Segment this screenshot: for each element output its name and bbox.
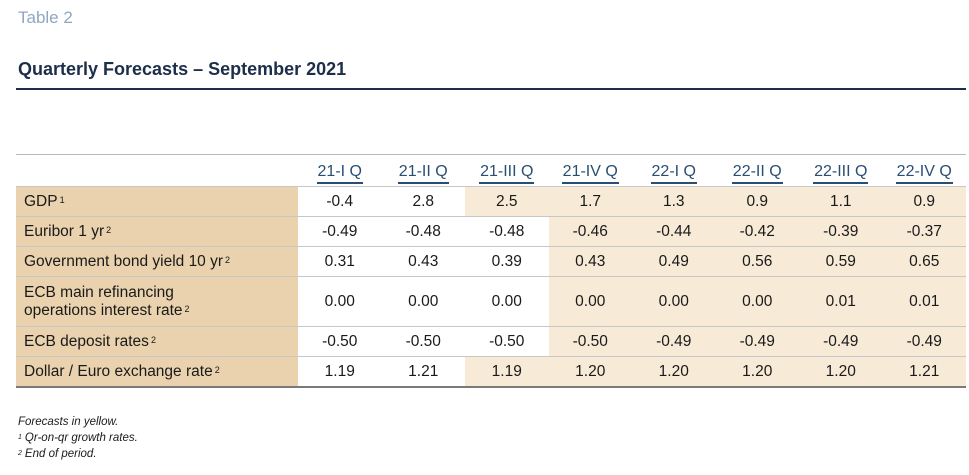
table-cell: 0.9 (882, 187, 966, 216)
table-cell: 0.59 (799, 247, 883, 276)
table-cell: 1.20 (632, 357, 716, 386)
footnote-2: 2 End of period. (18, 448, 97, 460)
table-cell: -0.49 (882, 327, 966, 356)
table-cell: 1.19 (465, 357, 549, 386)
table-row: ECB deposit rates 2 -0.50 -0.50 -0.50 -0.… (16, 327, 966, 357)
table-cell: -0.39 (799, 217, 883, 246)
table-cell: 0.56 (715, 247, 799, 276)
header-blank (16, 155, 298, 186)
table-cell: 1.3 (632, 187, 716, 216)
table-cell: -0.46 (548, 217, 632, 246)
table-row: ECB main refinancing operations interest… (16, 277, 966, 327)
table-cell: 0.00 (548, 277, 632, 326)
table-cell: 0.01 (882, 277, 966, 326)
table-cell: 1.21 (381, 357, 465, 386)
footnote-forecasts: Forecasts in yellow. (18, 416, 119, 428)
table-cell: 1.19 (298, 357, 382, 386)
table-cell: 0.01 (799, 277, 883, 326)
column-header: 21-I Q (298, 155, 382, 186)
table-cell: -0.50 (465, 327, 549, 356)
table-cell: 1.20 (715, 357, 799, 386)
table-label: Table 2 (18, 8, 73, 27)
table-cell: 0.00 (715, 277, 799, 326)
column-header: 22-III Q (799, 155, 883, 186)
table-cell: 1.1 (799, 187, 883, 216)
table-cell: -0.44 (632, 217, 716, 246)
forecast-table: 21-I Q 21-II Q 21-III Q 21-IV Q 22-I Q 2… (16, 154, 966, 388)
table-cell: 0.49 (632, 247, 716, 276)
table-cell: 1.21 (882, 357, 966, 386)
table-row: Dollar / Euro exchange rate 2 1.19 1.21 1… (16, 357, 966, 388)
table-header-row: 21-I Q 21-II Q 21-III Q 21-IV Q 22-I Q 2… (16, 155, 966, 187)
table-cell: -0.50 (298, 327, 382, 356)
table-footnotes: Forecasts in yellow. 1 Qr-on-qr growth ra… (18, 414, 138, 462)
table-cell: -0.42 (715, 217, 799, 246)
footnote-1: 1 Qr-on-qr growth rates. (18, 432, 138, 444)
column-header: 22-II Q (715, 155, 799, 186)
column-header: 21-III Q (465, 155, 549, 186)
table-cell: -0.49 (715, 327, 799, 356)
table-cell: -0.48 (381, 217, 465, 246)
row-label: Government bond yield 10 yr 2 (16, 247, 298, 276)
table-title: Quarterly Forecasts – September 2021 (18, 59, 347, 79)
table-cell: -0.50 (548, 327, 632, 356)
table-cell: 1.20 (548, 357, 632, 386)
table-cell: -0.49 (799, 327, 883, 356)
column-header: 21-IV Q (548, 155, 632, 186)
table-cell: -0.49 (298, 217, 382, 246)
table-cell: -0.48 (465, 217, 549, 246)
table-row: GDP 1 -0.4 2.8 2.5 1.7 1.3 0.9 1.1 0.9 (16, 187, 966, 217)
table-top-rule (16, 154, 966, 155)
column-header: 21-II Q (381, 155, 465, 186)
table-cell: -0.37 (882, 217, 966, 246)
table-row: Government bond yield 10 yr 2 0.31 0.43 0… (16, 247, 966, 277)
table-cell: 0.65 (882, 247, 966, 276)
column-header: 22-IV Q (882, 155, 966, 186)
table-cell: 0.9 (715, 187, 799, 216)
table-cell: 1.20 (799, 357, 883, 386)
table-cell: 2.5 (465, 187, 549, 216)
table-cell: 1.7 (548, 187, 632, 216)
column-header: 22-I Q (632, 155, 716, 186)
row-label: ECB main refinancing operations interest… (16, 277, 298, 326)
table-cell: 0.00 (381, 277, 465, 326)
table-row: Euribor 1 yr 2 -0.49 -0.48 -0.48 -0.46 -0… (16, 217, 966, 247)
row-label: ECB deposit rates 2 (16, 327, 298, 356)
table-cell: -0.4 (298, 187, 382, 216)
row-label: Euribor 1 yr 2 (16, 217, 298, 246)
table-cell: 2.8 (381, 187, 465, 216)
table-cell: 0.00 (298, 277, 382, 326)
row-label: GDP 1 (16, 187, 298, 216)
table-cell: -0.49 (632, 327, 716, 356)
table-cell: 0.43 (381, 247, 465, 276)
table-cell: 0.31 (298, 247, 382, 276)
table-cell: 0.00 (465, 277, 549, 326)
table-cell: 0.00 (632, 277, 716, 326)
table-cell: -0.50 (381, 327, 465, 356)
title-rule (16, 88, 966, 90)
table-cell: 0.39 (465, 247, 549, 276)
table-cell: 0.43 (548, 247, 632, 276)
row-label: Dollar / Euro exchange rate 2 (16, 357, 298, 386)
